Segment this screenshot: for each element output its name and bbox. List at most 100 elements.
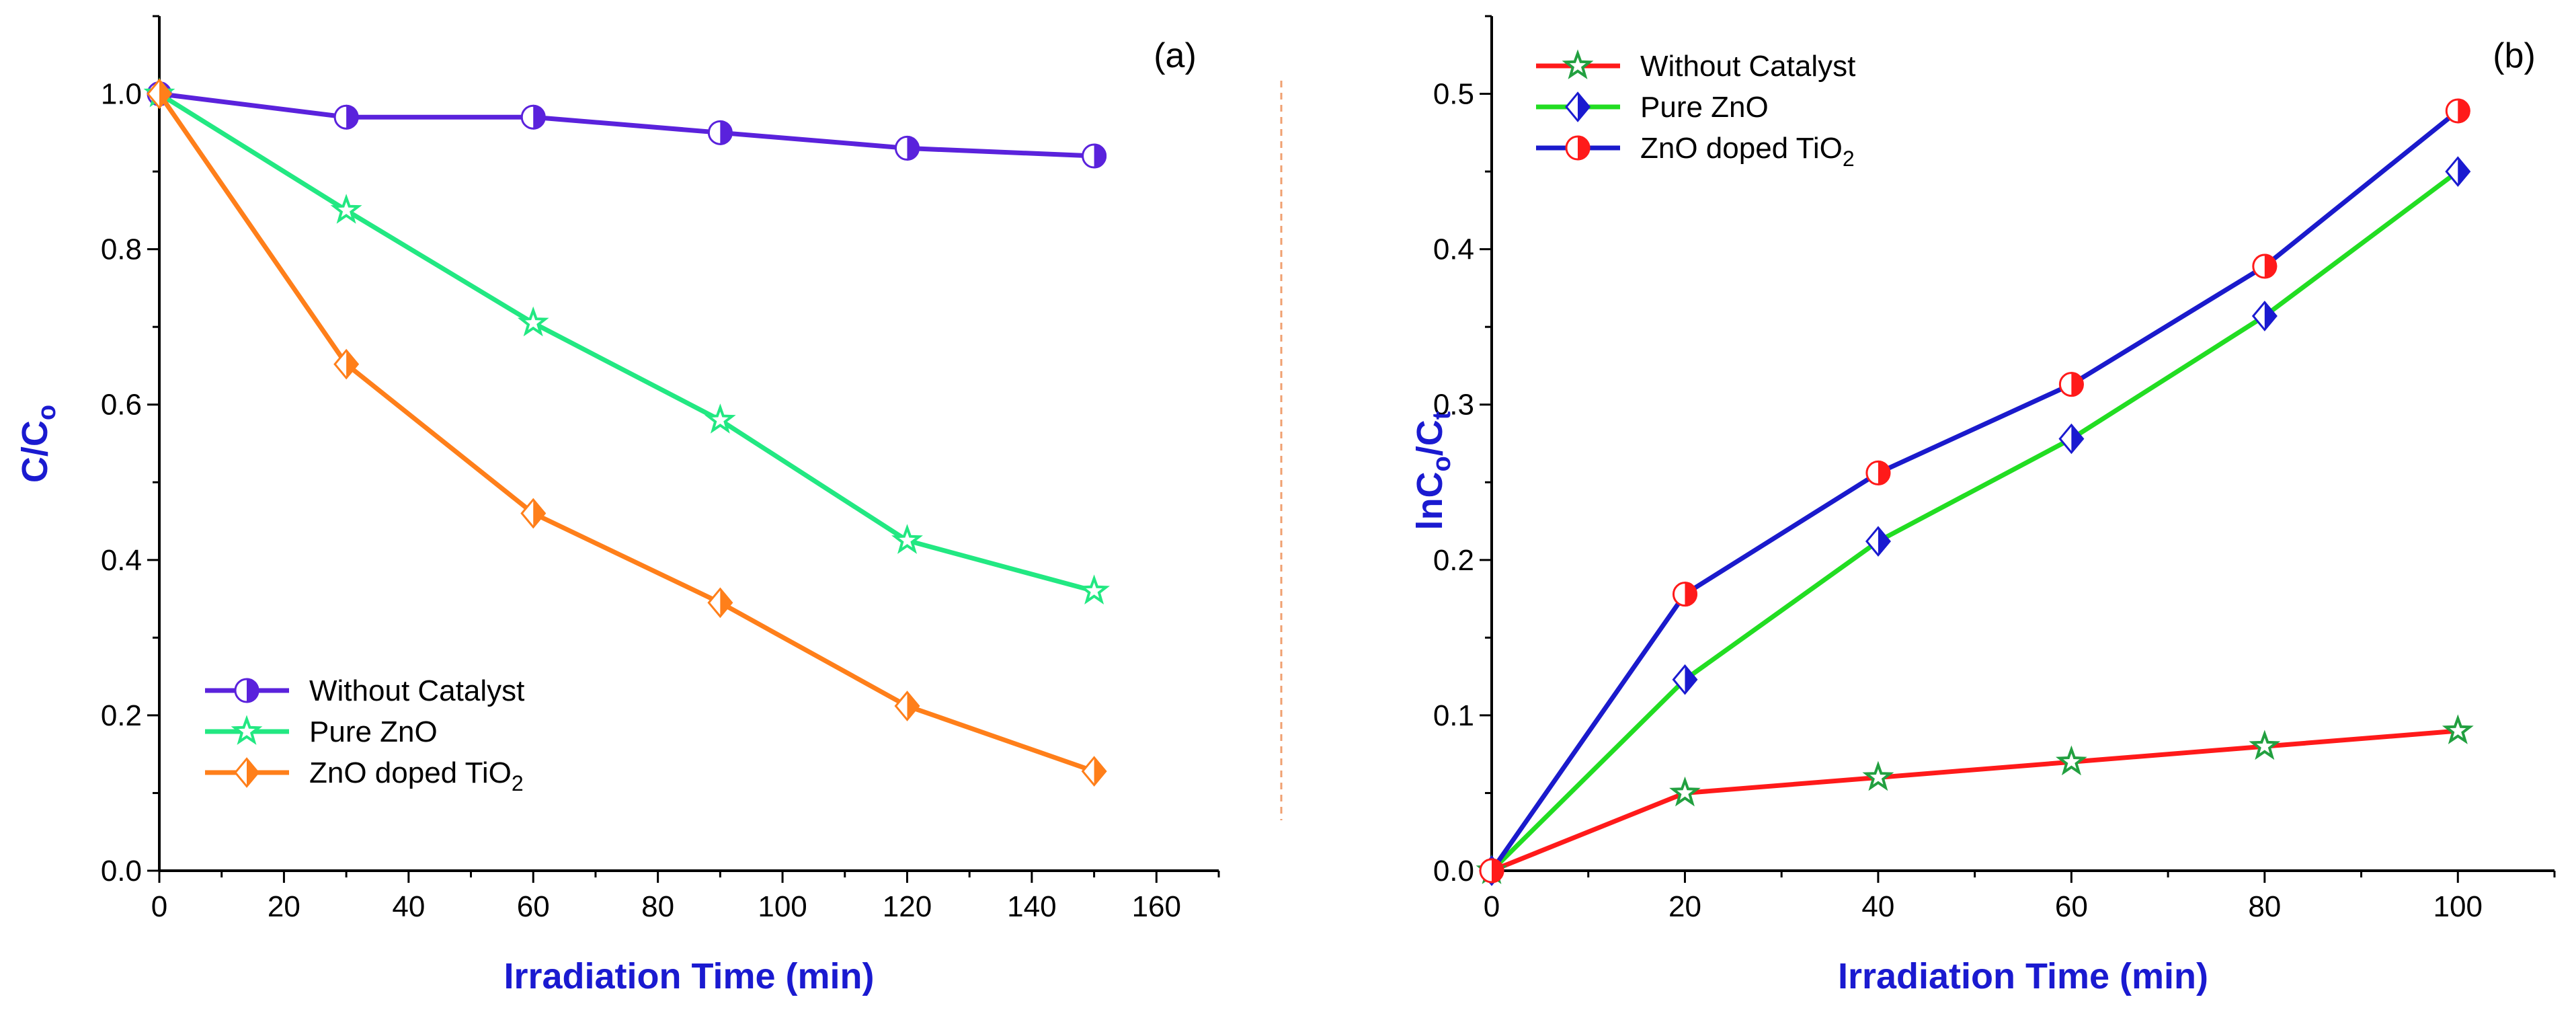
data-point	[333, 348, 360, 380]
data-point	[147, 78, 172, 110]
data-point	[2445, 98, 2470, 124]
star-marker	[891, 524, 923, 554]
diamond-marker	[907, 691, 920, 721]
y-axis-title: lnCo/Ct	[1410, 411, 1456, 530]
data-point	[707, 587, 733, 619]
data-point	[1862, 760, 1894, 791]
panel-label: (b)	[2493, 36, 2536, 75]
data-point	[1672, 582, 1697, 607]
star-marker	[705, 403, 736, 434]
legend-item: ZnO doped TiO2	[1536, 132, 1855, 171]
x-tick-label: 20	[1668, 890, 1701, 923]
data-point	[1865, 460, 1891, 485]
legend-item: Pure ZnO	[205, 715, 438, 748]
data-point	[1082, 143, 1107, 169]
circle-marker	[1685, 582, 1697, 607]
legend-item: Without Catalyst	[1536, 49, 1855, 83]
circle-marker	[720, 120, 733, 145]
y-tick-label: 0.8	[101, 233, 142, 266]
data-point	[520, 104, 546, 130]
legend-item: Pure ZnO	[1536, 91, 1769, 124]
x-axis-title: Irradiation Time (min)	[504, 956, 874, 996]
legend-text: Pure ZnO	[309, 715, 438, 748]
legend-marker	[231, 715, 263, 745]
series-line	[1490, 728, 2458, 873]
data-point	[2442, 714, 2474, 744]
legend-marker	[1565, 91, 1591, 122]
circle-marker	[1578, 135, 1591, 161]
x-tick-label: 60	[517, 890, 550, 923]
legend-label: Without Catalyst	[309, 674, 524, 707]
y-tick-label: 0.0	[1433, 855, 1474, 888]
x-tick-label: 40	[392, 890, 425, 923]
circle-marker	[2458, 98, 2470, 124]
data-point	[1479, 858, 1504, 883]
circle-marker	[247, 678, 259, 703]
legend-marker	[234, 757, 259, 788]
legend-marker	[1562, 49, 1594, 79]
data-point	[1669, 776, 1701, 807]
series-1	[1479, 156, 2471, 886]
diamond-marker	[720, 587, 733, 619]
legend-text: Without Catalyst	[309, 674, 524, 707]
diamond-marker	[1094, 756, 1107, 787]
circle-marker	[533, 104, 546, 130]
diamond-marker	[247, 757, 259, 788]
chart-a: 0 20 40 60 80 100 120 140 160 0.0 0.2 0.4 0.6 0.8 1.0 I…	[15, 15, 1220, 996]
y-tick-label: 0.2	[101, 699, 142, 732]
y-tick-label: 0.4	[1433, 233, 1474, 266]
x-tick-label: 120	[883, 890, 932, 923]
x-tick-label: 0	[1484, 890, 1500, 923]
legend-label: Pure ZnO	[1640, 91, 1769, 124]
data-point	[333, 104, 359, 130]
legend-text: Pure ZnO	[1640, 91, 1769, 124]
x-tick-label: 80	[641, 890, 674, 923]
diamond-marker	[2071, 423, 2085, 455]
data-point	[520, 498, 547, 529]
data-point	[707, 120, 733, 145]
diamond-marker	[2264, 301, 2278, 331]
diamond-marker	[346, 348, 360, 380]
y-title-main: lnC	[1410, 471, 1450, 530]
y-tick-label: 0.5	[1433, 78, 1474, 111]
data-point	[1865, 526, 1891, 557]
x-tick-label: 20	[268, 890, 300, 923]
data-point	[894, 691, 920, 721]
series-2	[147, 78, 1107, 787]
series-line	[1490, 109, 2460, 873]
data-point	[1672, 664, 1698, 695]
legend-label: Without Catalyst	[1640, 50, 1855, 83]
diamond-marker	[1685, 664, 1698, 695]
legend-text: Without Catalyst	[1640, 50, 1855, 83]
x-axis-title: Irradiation Time (min)	[1838, 956, 2208, 996]
star-marker	[1669, 776, 1701, 807]
star-marker	[517, 306, 549, 337]
data-point	[1078, 574, 1110, 604]
legend-label: Pure ZnO	[309, 715, 438, 748]
diamond-marker	[533, 498, 547, 529]
data-point	[894, 135, 920, 161]
series-1	[143, 77, 1110, 604]
circle-marker	[346, 104, 359, 130]
series-0	[147, 81, 1107, 169]
legend-marker	[1565, 135, 1591, 161]
star-marker	[1862, 760, 1894, 791]
circle-marker	[2071, 372, 2084, 397]
data-point	[330, 194, 362, 224]
y-tick-label: 0.4	[101, 544, 142, 577]
series-0	[1476, 714, 2474, 884]
legend-item: Without Catalyst	[205, 674, 524, 707]
star-marker	[231, 715, 263, 745]
star-marker	[2442, 714, 2474, 744]
data-point	[517, 306, 549, 337]
circle-marker	[1878, 460, 1891, 485]
legend-subscript: 2	[1843, 147, 1855, 171]
panel-label: (a)	[1154, 36, 1197, 75]
series-2	[1479, 98, 2470, 883]
data-point	[2445, 156, 2471, 187]
y-tick-label: 0.0	[101, 855, 142, 888]
circle-marker	[907, 135, 920, 161]
y-tick-label: 0.3	[1433, 389, 1474, 422]
y-title-main2: /C	[1410, 420, 1450, 456]
x-tick-label: 140	[1007, 890, 1056, 923]
